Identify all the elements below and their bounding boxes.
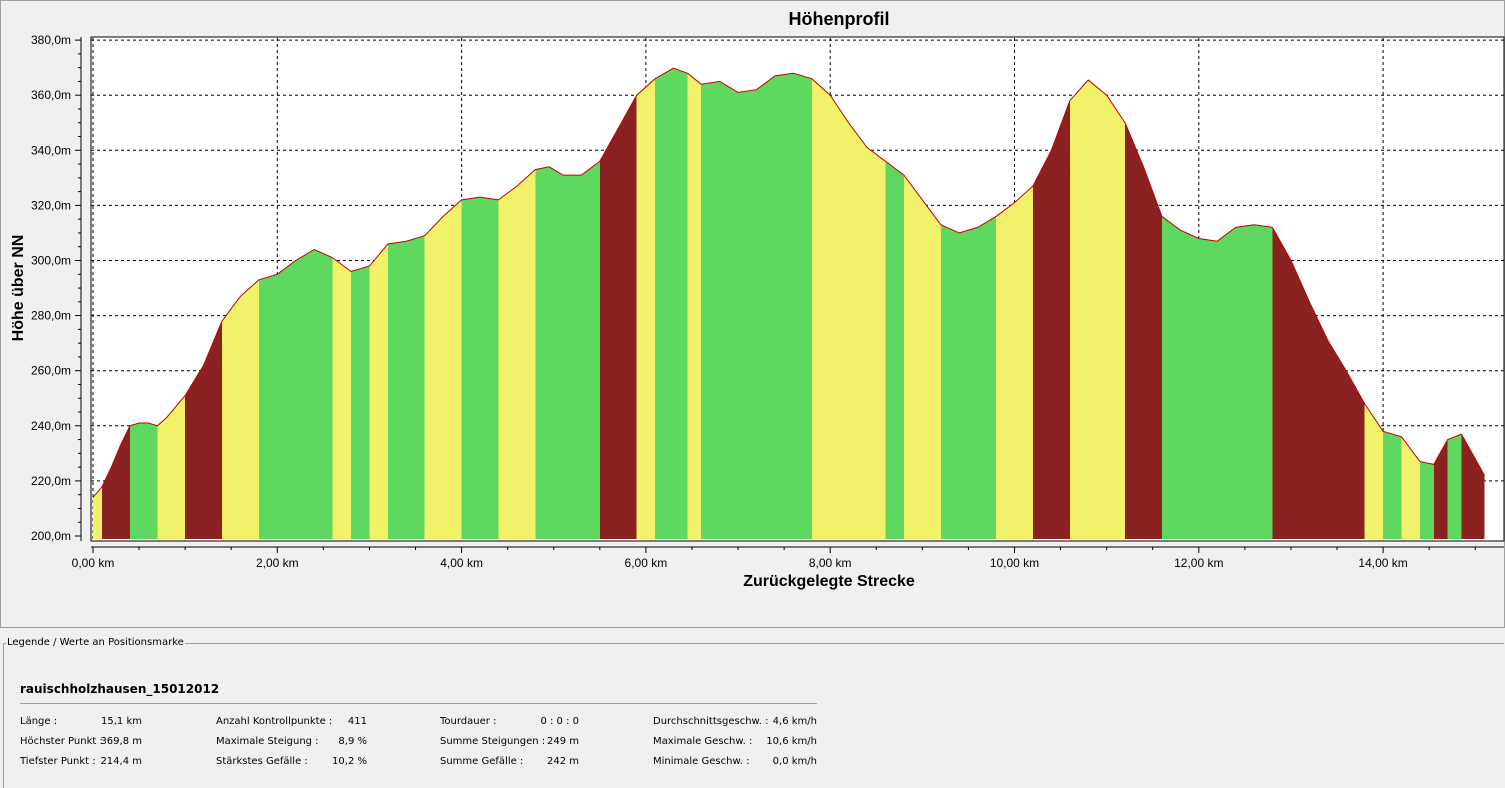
- x-tick-label: 4,00 km: [440, 556, 483, 570]
- y-tick-label: 320,0m: [31, 198, 71, 212]
- y-tick-label: 300,0m: [31, 254, 71, 268]
- y-tick-label: 280,0m: [31, 309, 71, 323]
- stat-label-avg-speed: Durchschnittsgeschw. :: [653, 716, 769, 727]
- x-tick-label: 12,00 km: [1174, 556, 1223, 570]
- legend-title: Legende / Werte an Positionsmarke: [6, 637, 185, 648]
- x-tick-label: 2,00 km: [256, 556, 299, 570]
- y-tick-label: 380,0m: [31, 33, 71, 47]
- x-tick-label: 8,00 km: [809, 556, 852, 570]
- stat-value-total-descent: 242 m: [546, 756, 579, 767]
- elevation-chart: Höhenprofil 200,0m 220,0m 240,0m 260,0m 280,…: [10, 9, 1505, 590]
- stat-value-max-speed: 10,6 km/h: [766, 736, 817, 747]
- y-axis-label: Höhe über NN: [10, 235, 27, 342]
- stat-value-total-ascent: 249 m: [546, 736, 579, 747]
- stat-label-max-speed: Maximale Geschw. :: [653, 736, 753, 747]
- stat-label-highest-point: Höchster Punkt :: [20, 736, 103, 747]
- elevation-area: [93, 68, 1485, 539]
- stat-value-control-points: 411: [347, 716, 367, 727]
- y-tick-label: 240,0m: [31, 419, 71, 433]
- stat-value-highest-point: 369,8 m: [100, 736, 142, 747]
- stat-label-max-decline: Stärkstes Gefälle :: [216, 756, 308, 767]
- stat-value-length: 15,1 km: [101, 716, 142, 727]
- x-tick-label: 14,00 km: [1358, 556, 1407, 570]
- stat-value-lowest-point: 214,4 m: [100, 756, 142, 767]
- legend-panel: [3, 643, 1504, 788]
- x-tick-label: 0,00 km: [72, 556, 115, 570]
- x-axis-label: Zurückgelegte Strecke: [743, 573, 915, 590]
- x-tick-label: 6,00 km: [625, 556, 668, 570]
- chart-title: Höhenprofil: [789, 9, 890, 29]
- x-tick-label: 10,00 km: [990, 556, 1039, 570]
- chart-panel: Höhenprofil 200,0m 220,0m 240,0m 260,0m 280,…: [0, 0, 1505, 628]
- stat-label-lowest-point: Tiefster Punkt :: [20, 756, 96, 767]
- elevation-line: [92, 67, 1485, 498]
- tick-labels: 200,0m 220,0m 240,0m 260,0m 280,0m 300,0m 320,…: [31, 33, 1408, 570]
- stat-label-length: Länge :: [20, 716, 58, 727]
- stat-label-min-speed: Minimale Geschw. :: [653, 756, 750, 767]
- stat-label-total-ascent: Summe Steigungen :: [440, 736, 546, 747]
- track-divider: [20, 703, 817, 704]
- stat-value-min-speed: 0,0 km/h: [772, 756, 817, 767]
- y-tick-label: 340,0m: [31, 143, 71, 157]
- y-tick-label: 260,0m: [31, 364, 71, 378]
- stat-value-tour-duration: 0 : 0 : 0: [540, 716, 579, 727]
- stat-label-total-descent: Summe Gefälle :: [440, 756, 524, 767]
- y-tick-label: 200,0m: [31, 529, 71, 543]
- axes: [75, 37, 1504, 553]
- y-tick-label: 220,0m: [31, 474, 71, 488]
- stat-value-max-incline: 8,9 %: [338, 736, 367, 747]
- stat-value-avg-speed: 4,6 km/h: [772, 716, 817, 727]
- stat-label-control-points: Anzahl Kontrollpunkte :: [216, 716, 333, 727]
- track-name: rauischholzhausen_15012012: [20, 682, 220, 696]
- stat-label-tour-duration: Tourdauer :: [440, 716, 497, 727]
- stat-value-max-decline: 10,2 %: [332, 756, 367, 767]
- stat-label-max-incline: Maximale Steigung :: [216, 736, 319, 747]
- y-tick-label: 360,0m: [31, 88, 71, 102]
